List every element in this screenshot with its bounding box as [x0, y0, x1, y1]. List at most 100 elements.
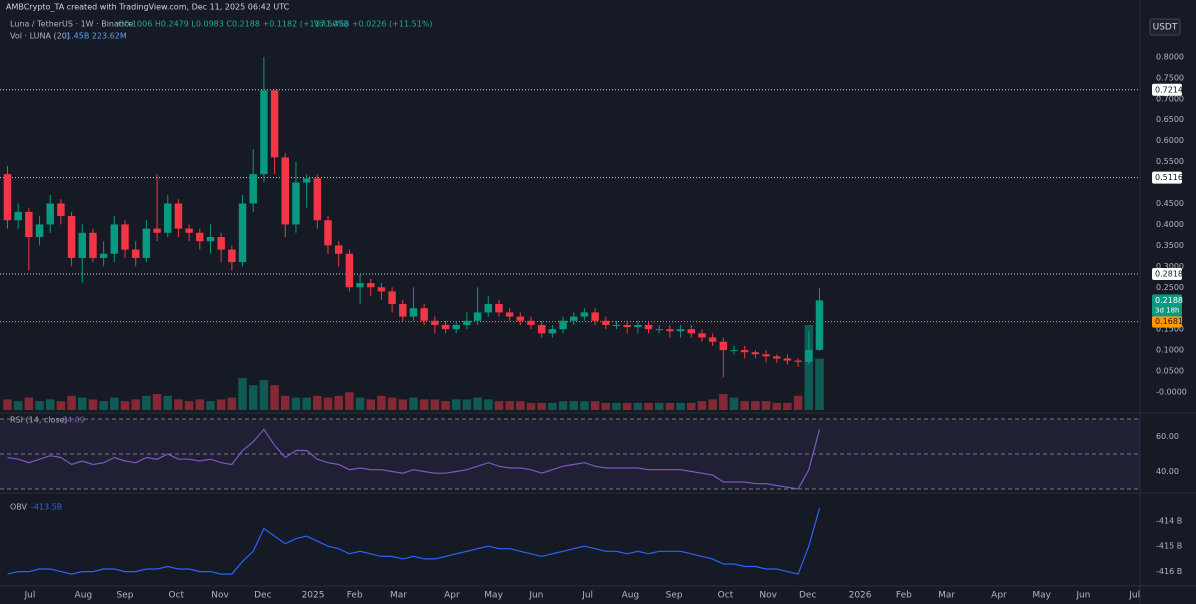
- candle-body: [431, 320, 439, 325]
- y-tick-label: 0.0500: [1156, 367, 1184, 376]
- x-tick-label: May: [484, 591, 503, 601]
- candle-body: [420, 308, 428, 321]
- x-tick-label: Feb: [347, 591, 363, 601]
- candle-body: [35, 224, 44, 237]
- volume-bar: [815, 358, 824, 410]
- volume-bar: [708, 399, 717, 410]
- candle-body: [302, 178, 311, 183]
- candle-body: [99, 253, 108, 258]
- y-tick-label: 0.3500: [1156, 241, 1184, 250]
- candle-body: [89, 232, 97, 258]
- volume-bar: [601, 402, 611, 410]
- volume-bar: [558, 401, 568, 410]
- currency[interactable]: USDT: [1153, 23, 1178, 33]
- volume-bar: [302, 397, 311, 410]
- volume-bar: [516, 401, 525, 410]
- volume-bar: [590, 401, 600, 410]
- volume-bar: [313, 395, 322, 410]
- watermark: AMBCrypto_TA created with TradingView.co…: [6, 3, 290, 12]
- y-tick-label: 0.2500: [1156, 283, 1184, 292]
- price-line-label: 0.7214: [1155, 85, 1183, 94]
- indicator-line: [7, 508, 821, 575]
- candle-body: [121, 224, 129, 250]
- candle-body: [409, 308, 418, 317]
- volume-bar: [729, 397, 739, 410]
- candle-body: [3, 174, 12, 221]
- volume-bar: [377, 395, 386, 410]
- candle-body: [270, 90, 279, 158]
- volume-bar: [334, 395, 343, 410]
- candle-body: [484, 304, 493, 313]
- candle-body: [164, 203, 172, 233]
- volume-ma-values: 1.45B 223.62M: [66, 32, 127, 41]
- volume-bar: [419, 399, 429, 410]
- volume-bar: [505, 401, 514, 410]
- volume-bar: [45, 399, 55, 410]
- y-tick-label: -414 B: [1156, 516, 1182, 525]
- indicator-line: [7, 428, 821, 490]
- x-tick-label: Oct: [169, 591, 185, 601]
- x-tick-label: Sep: [117, 591, 134, 601]
- price-line-label: 0.2818: [1155, 269, 1183, 278]
- volume-bar: [152, 394, 162, 410]
- candle-body: [324, 220, 332, 246]
- candle-body: [463, 320, 471, 325]
- volume-bar: [184, 401, 194, 410]
- y-tick-label: 60.00: [1156, 432, 1179, 441]
- x-tick-label: Apr: [444, 591, 460, 601]
- volume-bar: [355, 397, 365, 410]
- candle-body: [356, 283, 364, 288]
- volume-bar: [24, 397, 34, 410]
- candle-body: [196, 232, 204, 242]
- candle-body: [805, 349, 813, 362]
- volume-bar: [494, 401, 504, 410]
- candle-body: [740, 350, 749, 353]
- volume-bar: [248, 385, 258, 410]
- candle-body: [602, 320, 610, 325]
- candle-body: [377, 287, 386, 292]
- candle-body: [634, 324, 642, 328]
- obv-title: OBV: [10, 503, 28, 512]
- candle-body: [57, 203, 65, 217]
- volume-bar: [537, 402, 546, 410]
- volume-bar: [569, 401, 579, 410]
- volume-bar: [473, 397, 482, 410]
- volume-bar: [163, 395, 173, 410]
- x-tick-label: Mar: [390, 591, 407, 601]
- volume-bar: [56, 401, 66, 410]
- currency-box[interactable]: [1149, 18, 1181, 36]
- volume-bar: [398, 399, 408, 410]
- candle-body: [708, 337, 717, 342]
- volume-bar: [280, 395, 290, 410]
- candle-body: [591, 312, 599, 321]
- volume-bar: [291, 397, 301, 410]
- rsi-title: RSI (14, close): [10, 416, 68, 425]
- candle-body: [794, 360, 802, 362]
- volume-ma-title: Vol · LUNA (20): [10, 32, 70, 41]
- price-line-label-box: [1152, 267, 1182, 280]
- x-tick-label: 2026: [849, 591, 872, 601]
- volume-bar: [387, 397, 397, 410]
- x-tick-label: May: [1032, 591, 1051, 601]
- ohlc: O0.1006 H0.2479 L0.0983 C0.2188 +0.1182 …: [118, 20, 348, 29]
- candle-body: [388, 291, 396, 305]
- candle-body: [185, 228, 193, 233]
- volume-bar: [88, 399, 98, 410]
- x-tick-label: Nov: [759, 591, 777, 601]
- candle-body: [751, 352, 760, 355]
- volume-bar: [548, 402, 557, 410]
- x-tick-label: Jul: [1128, 591, 1140, 601]
- candle-body: [719, 341, 728, 351]
- candle-body: [666, 329, 674, 332]
- candle-body: [334, 245, 343, 254]
- candle-body: [537, 324, 546, 334]
- obv-value: -413.5B: [31, 503, 62, 512]
- candle-body: [110, 224, 119, 254]
- x-tick-label: Aug: [622, 591, 640, 601]
- candle-body: [441, 324, 450, 330]
- volume-bar: [227, 397, 237, 410]
- x-tick-label: Dec: [799, 591, 816, 601]
- candle-body: [292, 182, 300, 225]
- candle-body: [527, 320, 535, 325]
- volume-bar: [77, 397, 87, 410]
